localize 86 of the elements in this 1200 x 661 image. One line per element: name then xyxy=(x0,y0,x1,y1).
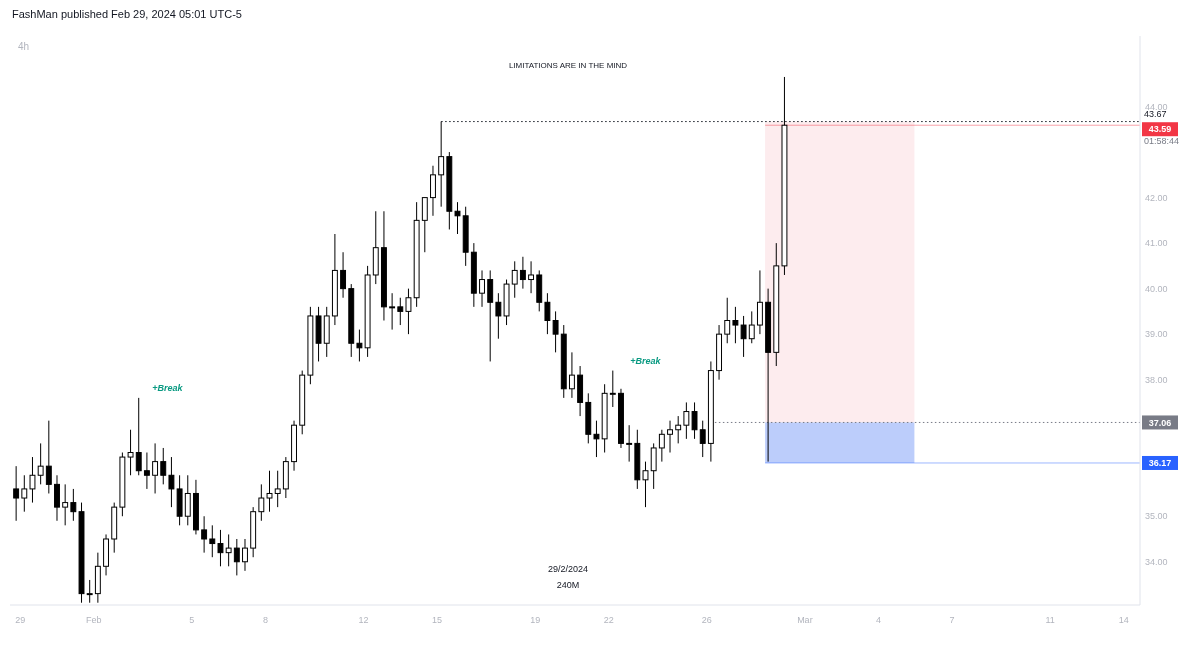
candlestick xyxy=(699,420,706,458)
candlestick xyxy=(389,292,396,331)
x-tick-label: 11 xyxy=(1045,615,1055,625)
y-tick-label: 39.00 xyxy=(1145,329,1168,340)
candlestick xyxy=(45,420,52,494)
x-tick-label: 14 xyxy=(1118,615,1129,625)
candlestick xyxy=(397,297,404,326)
candlestick xyxy=(21,474,28,513)
candlestick xyxy=(135,397,142,476)
x-tick-label: 15 xyxy=(432,615,443,625)
ref-line-label: 37.06 xyxy=(1148,417,1172,428)
text: LIMITATIONS ARE IN THE MIND xyxy=(508,61,628,70)
candlestick xyxy=(568,351,575,399)
y-tick-label: 34.00 xyxy=(1145,556,1168,567)
candlestick xyxy=(487,269,494,362)
candlestick xyxy=(495,292,502,340)
x-tick-label: 29 xyxy=(15,615,26,625)
x-tick-label: 26 xyxy=(701,615,712,625)
y-tick-label: 40.00 xyxy=(1145,283,1168,294)
candlestick xyxy=(593,420,600,458)
candlestick xyxy=(642,461,649,508)
candlestick xyxy=(430,165,436,217)
candlestick xyxy=(209,524,216,558)
candlestick xyxy=(168,456,175,508)
candlestick xyxy=(160,447,167,485)
x-tick-label: Feb xyxy=(86,615,102,625)
x-tick-label: 19 xyxy=(530,615,541,625)
candlestick xyxy=(274,470,281,508)
x-tick-label: 5 xyxy=(189,615,195,625)
candlestick xyxy=(54,474,60,522)
ref-line-label: 36.17 xyxy=(1148,458,1172,469)
candlestick xyxy=(242,538,248,572)
text: 01:58:44 xyxy=(1144,136,1180,146)
x-tick-label: 8 xyxy=(262,615,268,625)
candlestick xyxy=(479,269,485,308)
annotation: 4h xyxy=(18,41,30,52)
candlestick xyxy=(266,470,273,513)
x-tick-label: 7 xyxy=(949,615,955,625)
candlestick xyxy=(201,515,208,554)
y-tick-label: 35.00 xyxy=(1145,511,1168,522)
annotation: 29/2/2024 xyxy=(547,564,589,574)
candlestick xyxy=(438,121,445,208)
candlestick xyxy=(152,442,159,494)
candlestick xyxy=(626,424,633,463)
candlestick xyxy=(658,429,665,463)
candlestick xyxy=(528,260,535,294)
annotation: +Break xyxy=(630,355,662,366)
candlestick xyxy=(454,201,461,235)
candlestick xyxy=(37,442,44,485)
candlestick xyxy=(675,415,682,444)
y-tick-label: 41.00 xyxy=(1145,238,1168,249)
candlestick xyxy=(217,529,224,567)
x-tick-label: Mar xyxy=(797,615,813,625)
annotation: +Break xyxy=(152,383,184,394)
candlestick xyxy=(650,442,657,490)
candlestick xyxy=(70,488,77,522)
candlestick xyxy=(683,401,690,440)
candlestick xyxy=(667,420,673,454)
candlestick xyxy=(233,538,240,576)
candlestick xyxy=(748,310,755,344)
y-tick-label: 42.00 xyxy=(1145,192,1168,203)
candlestick xyxy=(340,251,347,299)
ref-line-label: 43.59 xyxy=(1148,124,1172,135)
annotation: 240M xyxy=(556,580,580,590)
candlestick xyxy=(724,297,731,344)
candlestick xyxy=(86,579,93,604)
candlestick xyxy=(143,452,150,490)
x-tick-label: 4 xyxy=(875,615,881,625)
y-tick-label: 38.00 xyxy=(1145,374,1168,385)
x-tick-label: 12 xyxy=(358,615,369,625)
candlestick xyxy=(29,456,36,504)
candlestick xyxy=(756,269,763,335)
candlestick xyxy=(609,370,616,408)
candlestick xyxy=(405,288,412,335)
candlestick xyxy=(225,533,232,567)
candlestick xyxy=(691,401,698,440)
candlestick xyxy=(519,256,526,290)
candlestick xyxy=(13,465,20,522)
text: FashMan published Feb 29, 2024 05:01 UTC-5 xyxy=(12,8,242,20)
candlestick xyxy=(127,429,134,476)
candlestick xyxy=(62,483,69,526)
x-tick-label: 22 xyxy=(603,615,614,625)
candlestick xyxy=(421,197,428,253)
candlestick xyxy=(184,474,191,526)
candlestick xyxy=(511,260,518,299)
candlestick xyxy=(258,483,265,522)
